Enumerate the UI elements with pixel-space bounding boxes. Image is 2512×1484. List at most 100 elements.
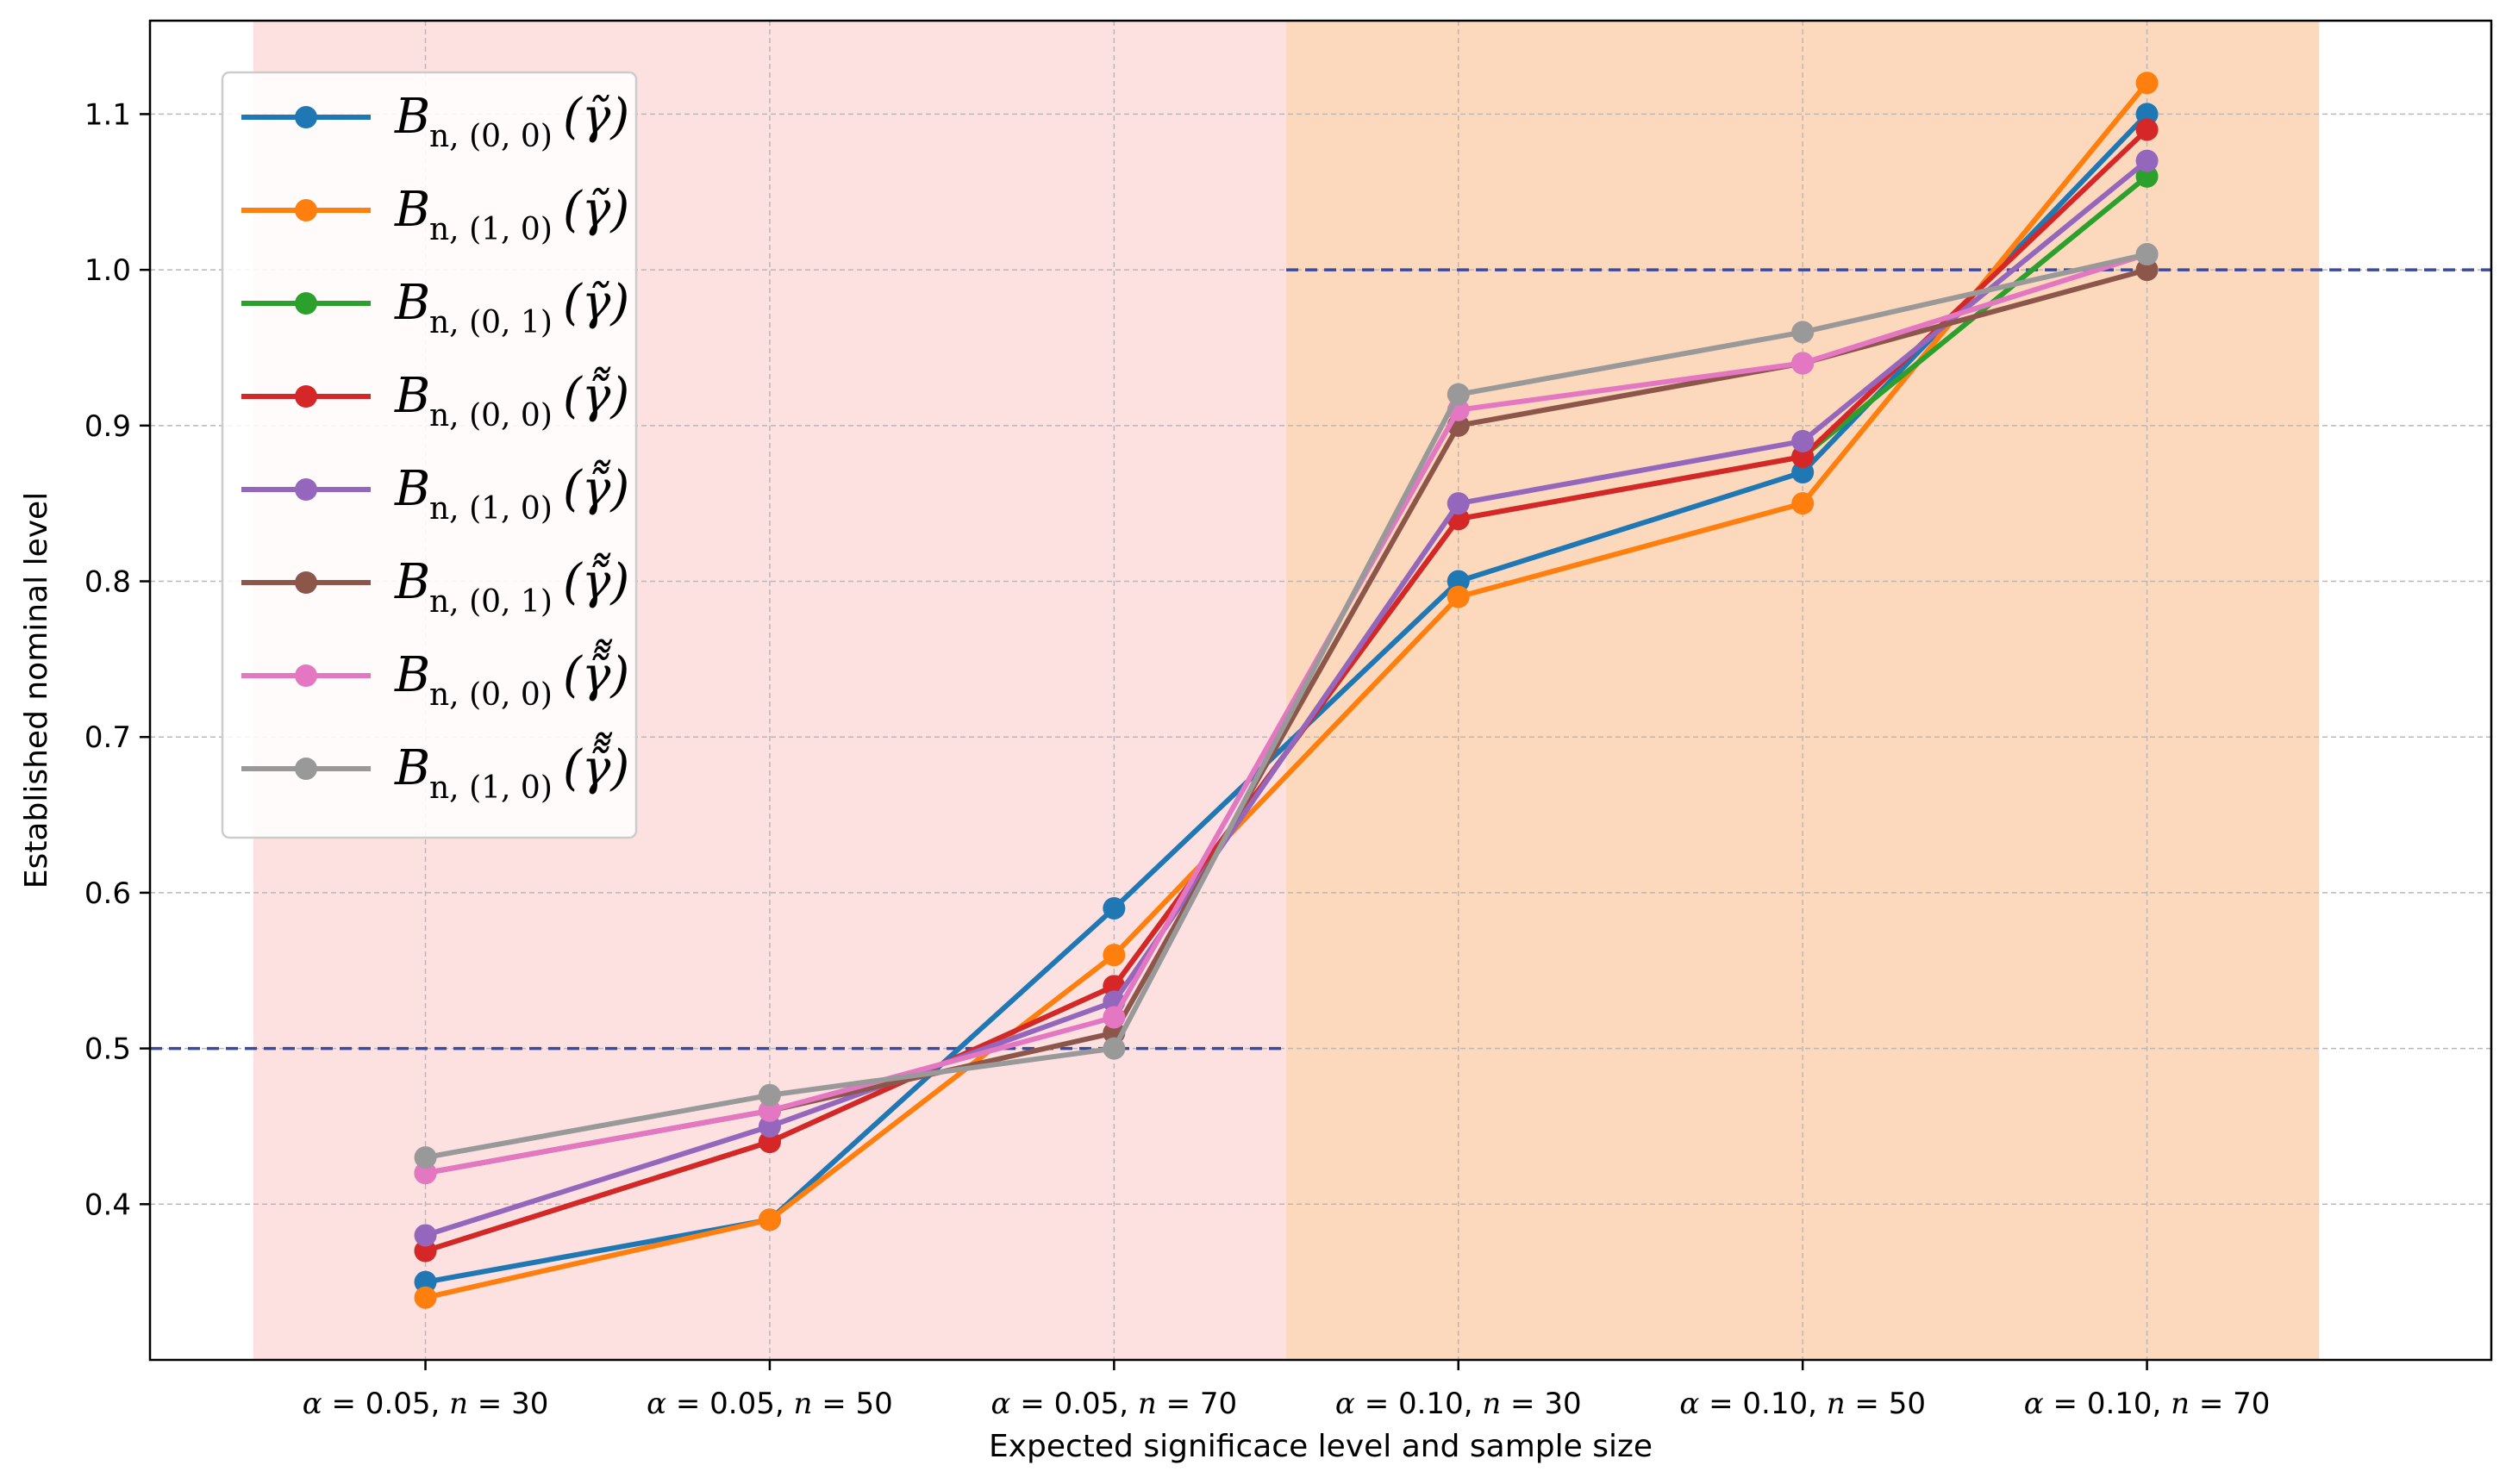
data-point [414,1146,437,1169]
data-point [2135,243,2159,266]
legend-entry: Bn, (0, 0) (γ̃) [241,89,629,154]
legend-label-argument: (γ̃̃) [563,367,629,424]
series-2 [414,72,2159,1309]
data-point [2135,165,2159,188]
data-point [1791,429,1815,452]
x-tick-label: α = 0.10, n = 70 [2024,1387,2271,1421]
reference-lines [150,268,2491,1051]
legend-label-subscript: n, (0, 0) [429,677,553,713]
legend-marker [295,478,317,501]
data-point [1791,445,1815,468]
data-point [1447,585,1470,608]
legend-label-argument: (γ̃̃̃) [563,732,629,796]
legend-label-main: B [394,89,430,145]
legend-label-main: B [394,554,430,610]
y-tick-label: 0.8 [84,565,131,600]
x-tick-label: α = 0.05, n = 50 [647,1387,893,1421]
data-point [1447,383,1470,406]
y-tick-label: 0.4 [84,1188,131,1222]
legend-label-main: B [394,461,430,517]
data-point [1791,461,1815,484]
legend-label-subscript: n, (0, 0) [429,119,553,154]
plot-frame [148,19,2493,1362]
legend-label-main: B [394,182,430,238]
data-point [758,1114,781,1138]
data-point [2135,72,2159,95]
legend-label-argument: (γ̃̃̃) [563,639,629,703]
legend-label-subscript: n, (0, 1) [429,584,553,620]
data-point [758,1083,781,1107]
legend-entry: Bn, (0, 1) (γ̃̃) [241,553,629,620]
legend-entry: Bn, (1, 0) (γ̃̃) [241,460,629,527]
data-point [1103,944,1126,967]
legend-entry: Bn, (0, 0) (γ̃̃̃) [241,639,629,713]
legend-label-main: B [394,275,430,331]
legend-marker [295,664,317,687]
series-8 [414,243,2159,1169]
legend-marker [295,571,317,594]
series-line [424,252,2148,1161]
legend-entry: Bn, (1, 0) (γ̃) [241,182,629,247]
x-tick-label: α = 0.10, n = 50 [1679,1387,1926,1421]
legend-entry: Bn, (1, 0) (γ̃̃̃) [241,732,629,806]
legend-label-argument: (γ̃) [563,89,629,145]
data-point [2135,259,2159,282]
series-5 [414,149,2159,1247]
x-tick-label: α = 0.05, n = 70 [991,1387,1238,1421]
legend-label-subscript: n, (0, 0) [429,398,553,433]
legend-label-main: B [394,368,430,424]
y-tick-label: 0.7 [84,720,131,755]
legend-marker [295,758,317,780]
legend-marker [295,292,317,315]
legend-label-argument: (γ̃) [563,275,629,331]
legend-box [221,71,638,839]
data-point [1447,492,1470,515]
legend-entry: Bn, (0, 1) (γ̃) [241,275,629,340]
y-tick-label: 0.6 [84,876,131,911]
legend-label-argument: (γ̃) [563,182,629,238]
legend-marker [295,199,317,221]
data-point [414,1286,437,1309]
y-tick-label: 1.1 [84,97,131,132]
legend-label-subscript: n, (1, 0) [429,491,553,527]
legend-marker [295,385,317,408]
data-point [414,1239,437,1263]
data-point [1103,1006,1126,1029]
data-point [1791,321,1815,344]
data-point [1103,896,1126,920]
y-tick-label: 0.9 [84,409,131,444]
data-point [1791,492,1815,515]
y-tick-label: 1.0 [84,253,131,288]
data-point [1791,352,1815,375]
data-point [2135,149,2159,172]
data-point [414,1270,437,1294]
data-point [414,1162,437,1185]
data-point [2135,118,2159,141]
data-point [758,1131,781,1154]
x-tick-label: α = 0.10, n = 30 [1335,1387,1582,1421]
legend: Bn, (0, 0) (γ̃) Bn, (1, 0) (γ̃) Bn, (0, 1) (γ… [221,71,638,839]
series-line [424,159,2149,1238]
legend-label-argument: (γ̃̃) [563,460,629,517]
axes: 0.4 0.5 0.6 0.7 0.8 0.9 1.0 1.1 α = 0.05, n = 30… [84,97,2271,1421]
legend-label-argument: (γ̃̃) [563,553,629,610]
series-lines [414,72,2159,1309]
legend-label-subscript: n, (1, 0) [429,212,553,247]
data-point [414,1224,437,1247]
legend-label-main: B [394,647,430,703]
x-tick-label: α = 0.05, n = 30 [303,1387,549,1421]
series-line [424,252,2148,1176]
series-line [424,81,2149,1300]
y-axis-label: Established nominal level [19,492,54,889]
data-point [2135,103,2159,126]
legend-marker [295,106,317,128]
data-point [758,1208,781,1231]
legend-entry: Bn, (0, 0) (γ̃̃) [241,367,629,433]
data-point [1447,570,1470,593]
legend-label-subscript: n, (0, 1) [429,305,553,340]
data-point [758,1099,781,1122]
x-axis-label: Expected significace level and sample si… [989,1429,1653,1464]
legend-label-main: B [394,740,430,796]
legend-label-subscript: n, (1, 0) [429,770,553,806]
